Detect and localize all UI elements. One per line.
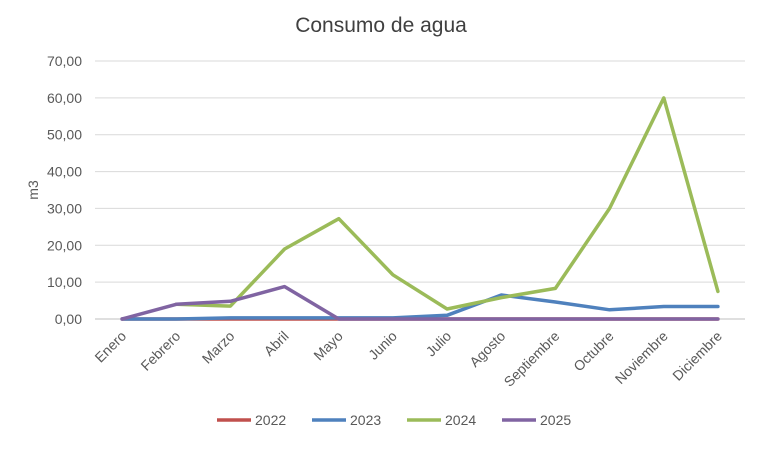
y-tick-labels: 0,00 10,00 20,00 30,00 40,00 50,00 60,00 70,00: [47, 53, 82, 327]
x-tick-label: Julio: [423, 328, 455, 360]
x-tick-labels: Enero Febrero Marzo Abril Mayo Junio Julio Agos…: [91, 328, 725, 390]
x-tick-label: Enero: [91, 328, 129, 366]
chart-title: Consumo de agua: [295, 14, 467, 37]
y-tick-label: 20,00: [47, 237, 82, 253]
y-tick-label: 10,00: [47, 274, 82, 290]
series-line-2024: [174, 96, 720, 311]
y-tick-label: 30,00: [47, 200, 82, 216]
y-tick-label: 60,00: [47, 90, 82, 106]
x-tick-label: Septiembre: [501, 328, 563, 390]
legend-label: 2024: [445, 412, 476, 428]
y-axis-label: m3: [25, 180, 41, 200]
x-tick-label: Diciembre: [669, 328, 725, 384]
x-tick-label: Febrero: [137, 328, 183, 374]
x-tick-label: Mayo: [310, 328, 346, 364]
grid-lines: [95, 60, 745, 320]
x-tick-label: Abril: [261, 328, 292, 359]
legend-label: 2022: [255, 412, 286, 428]
x-tick-label: Noviembre: [612, 328, 671, 387]
legend-label: 2025: [540, 412, 571, 428]
y-tick-label: 70,00: [47, 53, 82, 69]
x-tick-label: Agosto: [466, 328, 508, 370]
x-tick-label: Junio: [365, 328, 400, 363]
series-line-2023: [120, 293, 720, 321]
y-tick-label: 40,00: [47, 164, 82, 180]
series-line-2025: [120, 284, 720, 321]
y-tick-label: 0,00: [55, 311, 82, 327]
legend: 2022 2023 2024 2025: [217, 412, 571, 428]
series-lines: [120, 96, 720, 321]
legend-label: 2023: [350, 412, 381, 428]
x-tick-label: Octubre: [570, 328, 617, 375]
y-tick-label: 50,00: [47, 127, 82, 143]
x-tick-label: Marzo: [199, 328, 238, 367]
